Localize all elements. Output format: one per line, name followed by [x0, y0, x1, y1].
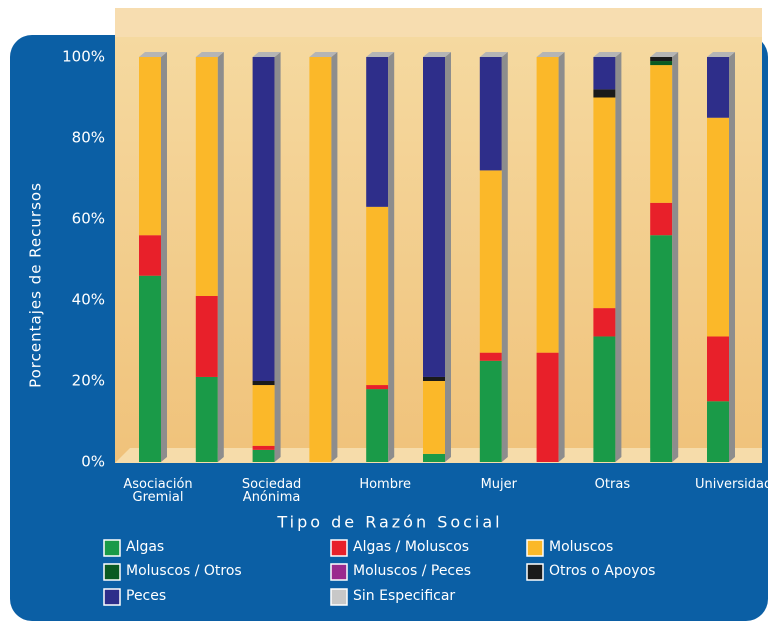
x-tick-label: Universidades: [695, 477, 778, 492]
bar-side: [161, 52, 167, 462]
bar-segment: [707, 117, 729, 337]
x-tick-label: Hombre: [359, 477, 412, 492]
bar-side: [217, 52, 224, 462]
bar-top: [139, 52, 167, 57]
bar-segment: [252, 57, 275, 381]
bar-top: [650, 52, 679, 57]
bar-segment: [195, 376, 218, 462]
bar-segment: [650, 65, 673, 203]
bar-segment: [479, 360, 502, 462]
bar-segment: [479, 57, 502, 171]
legend-label: Moluscos / Peces: [353, 563, 472, 579]
y-tick-label: 100%: [62, 48, 105, 66]
bar-side: [331, 52, 338, 462]
bar-segment: [195, 295, 218, 377]
legend-swatch: [103, 563, 121, 581]
bar-segment: [139, 275, 161, 462]
bar-segment: [536, 352, 559, 462]
legend-label: Algas: [126, 539, 165, 555]
bar-segment: [479, 170, 502, 353]
bar-segment: [650, 61, 673, 66]
bar-top: [536, 52, 565, 57]
bar-segment: [366, 385, 389, 390]
bar-segment: [366, 389, 389, 462]
bar-segment: [366, 57, 389, 207]
y-tick-label: 0%: [81, 453, 105, 471]
bar-segment: [593, 57, 616, 90]
bar-segment: [252, 449, 275, 462]
y-tick-label: 60%: [72, 210, 105, 228]
bar-top: [423, 52, 451, 57]
bar-top: [707, 52, 735, 57]
bar-segment: [650, 202, 673, 236]
bar-segment: [479, 352, 502, 361]
bar-segment: [423, 57, 445, 377]
y-tick-label: 40%: [72, 291, 105, 309]
x-tick-label: Sociedad Anónima: [241, 477, 302, 505]
x-tick-label: Asociación Gremial: [123, 477, 193, 505]
bar-side: [274, 52, 281, 462]
bar-segment: [252, 381, 275, 386]
legend-label: Moluscos: [549, 539, 614, 555]
top-band: [115, 8, 762, 38]
y-tick-label: 80%: [72, 129, 105, 147]
bar-top: [366, 52, 395, 57]
bar-segment: [593, 336, 616, 462]
bar-segment: [423, 376, 445, 381]
bar-segment: [423, 453, 445, 462]
x-axis-label: Tipo de Razón Social: [276, 513, 502, 532]
bar-side: [388, 52, 395, 462]
legend-swatch: [526, 539, 544, 557]
bar-segment: [593, 97, 616, 309]
bar-top: [195, 52, 224, 57]
bar-segment: [423, 381, 445, 454]
bar-segment: [707, 57, 729, 118]
legend-swatch: [330, 539, 348, 557]
legend-label: Algas / Moluscos: [353, 539, 470, 555]
bar-segment: [252, 445, 275, 450]
legend-swatch: [330, 588, 348, 606]
bar-segment: [707, 401, 729, 462]
bar-side: [672, 52, 679, 462]
legend-label: Moluscos / Otros: [126, 563, 242, 579]
legend-swatch: [526, 563, 544, 581]
bar-side: [729, 52, 735, 462]
x-tick-label: Mujer: [480, 477, 517, 492]
bar-segment: [593, 89, 616, 98]
y-tick-label: 20%: [72, 372, 105, 390]
bar-top: [309, 52, 338, 57]
legend-swatch: [103, 539, 121, 557]
bar-side: [558, 52, 565, 462]
bar-top: [252, 52, 281, 57]
bar-segment: [195, 57, 218, 296]
bar-side: [615, 52, 622, 462]
legend-label: Sin Especificar: [353, 588, 456, 604]
bar-segment: [366, 206, 389, 386]
legend-label: Peces: [126, 588, 167, 604]
x-tick-label: Otras: [594, 477, 631, 492]
y-axis-label: Porcentajes de Recursos: [27, 182, 45, 388]
bar-segment: [139, 57, 161, 236]
bar-side: [445, 52, 451, 462]
bar-segment: [139, 235, 161, 276]
bar-segment: [707, 336, 729, 402]
legend-label: Otros o Apoyos: [549, 563, 656, 579]
bar-segment: [252, 385, 275, 446]
bar-segment: [536, 57, 559, 353]
bar-top: [479, 52, 508, 57]
legend-swatch: [330, 563, 348, 581]
bar-top: [593, 52, 622, 57]
bar-segment: [593, 308, 616, 337]
bar-segment: [650, 57, 673, 62]
bar-side: [501, 52, 508, 462]
legend-swatch: [103, 588, 121, 606]
bar-segment: [650, 235, 673, 462]
bar-segment: [309, 57, 332, 462]
